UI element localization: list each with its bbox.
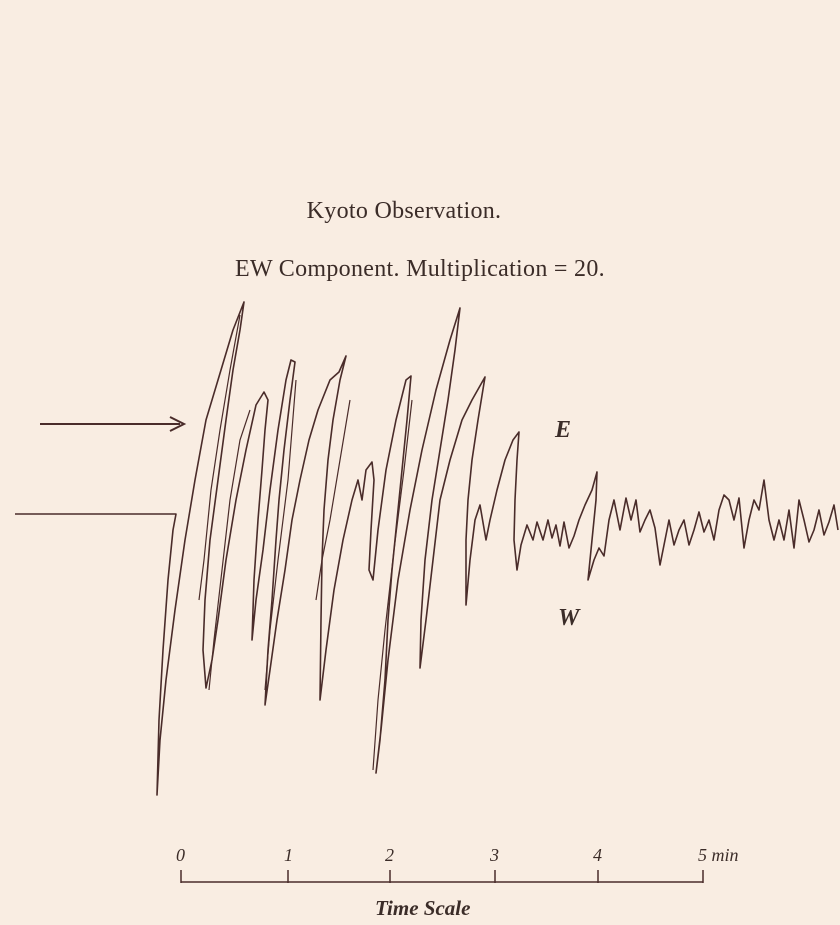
time-tick-3: 3	[490, 845, 499, 866]
time-tick-2: 2	[385, 845, 394, 866]
time-tick-4: 4	[593, 845, 602, 866]
time-scale-title: Time Scale	[375, 896, 470, 921]
time-scale-axis	[181, 870, 703, 883]
time-tick-5: 5 min	[698, 845, 739, 866]
west-label: W	[558, 605, 579, 632]
right-arrow-icon	[40, 417, 184, 431]
time-tick-0: 0	[176, 845, 185, 866]
east-label: E	[555, 417, 571, 444]
seismogram-trace	[15, 302, 838, 795]
time-tick-1: 1	[284, 845, 293, 866]
